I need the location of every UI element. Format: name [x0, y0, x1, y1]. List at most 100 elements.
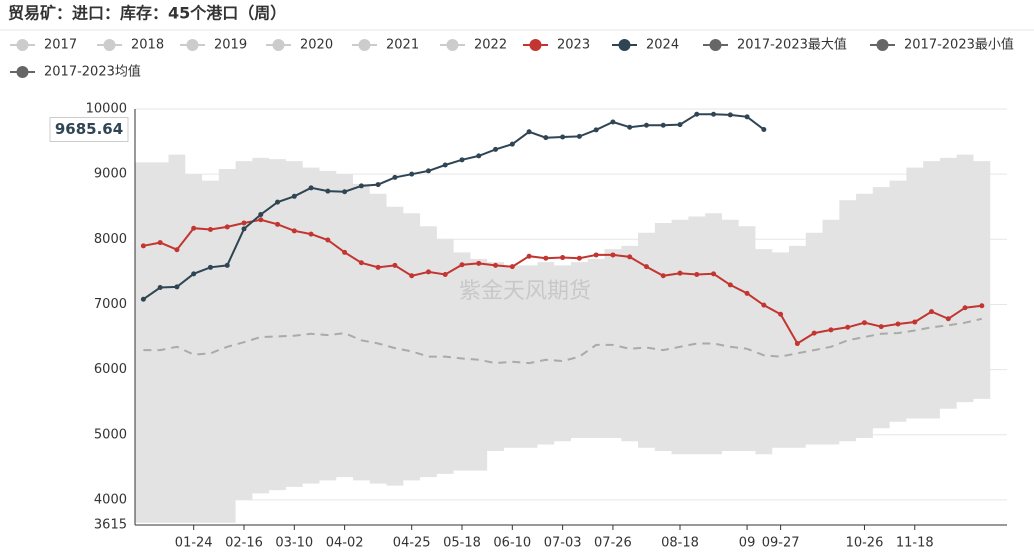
legend-icon-dot: [529, 39, 542, 51]
mean-line: [143, 317, 983, 365]
data-point: [493, 146, 499, 152]
data-point: [308, 185, 314, 191]
y-tick-label: 3615: [94, 518, 127, 533]
data-point: [761, 302, 767, 308]
data-point: [291, 193, 297, 199]
data-point: [811, 330, 817, 336]
data-point: [543, 255, 549, 261]
x-tick-label: 02-16: [225, 536, 263, 551]
data-point: [727, 112, 733, 118]
legend-icon-dot: [272, 39, 285, 51]
data-point: [308, 231, 314, 237]
data-point: [861, 320, 867, 326]
pointer-box: [49, 116, 129, 142]
data-point: [912, 319, 918, 325]
legend-icon-dot: [358, 39, 371, 51]
legend-label: 2023: [557, 38, 590, 53]
data-point: [576, 255, 582, 261]
x-tick-label: 08-18: [661, 536, 699, 551]
data-point: [845, 324, 851, 330]
data-point: [442, 271, 448, 277]
data-point: [191, 225, 197, 231]
data-point: [526, 253, 532, 259]
data-point: [157, 240, 163, 246]
legend-icon-dot: [446, 39, 459, 51]
legend-label: 2020: [300, 38, 333, 53]
data-point: [157, 285, 163, 291]
legend-label: 2019: [214, 38, 247, 53]
data-point: [425, 168, 431, 174]
chart-title: 贸易矿：进口：库存：45个港口（周）: [8, 4, 286, 23]
data-point: [878, 324, 884, 330]
data-point: [560, 255, 566, 261]
data-point: [979, 303, 985, 309]
data-point: [593, 252, 599, 258]
data-point: [476, 260, 482, 266]
x-tick-label: 10-26: [846, 536, 884, 551]
legend-icon-dot: [618, 39, 631, 51]
data-point: [392, 174, 398, 180]
x-tick-label: 04-02: [326, 536, 364, 551]
data-point: [275, 199, 281, 205]
data-point: [442, 162, 448, 168]
data-point: [241, 220, 247, 226]
legend-icon-dot: [103, 39, 116, 51]
data-point: [761, 126, 767, 132]
data-point: [711, 111, 717, 117]
legend-label: 2024: [646, 38, 679, 53]
legend-label: 2017-2023最小值: [904, 37, 1014, 53]
data-point: [275, 221, 281, 227]
data-point: [392, 262, 398, 268]
legend-label: 2021: [386, 38, 419, 53]
data-point: [174, 284, 180, 290]
x-tick-label: 01-24: [175, 536, 213, 551]
data-point: [526, 129, 532, 135]
data-point: [207, 264, 213, 270]
data-point: [459, 157, 465, 163]
data-point: [694, 271, 700, 277]
y-tick-label: 10000: [86, 102, 127, 117]
y-tick-label: 5000: [94, 427, 127, 442]
legend-label: 2022: [474, 38, 507, 53]
data-point: [828, 327, 834, 333]
x-tick-label: 11-18: [896, 536, 934, 551]
data-point: [409, 273, 415, 279]
x-tick-label: 07-03: [544, 536, 582, 551]
data-point: [677, 270, 683, 276]
data-point: [258, 217, 264, 223]
legend-icon-dot: [876, 39, 889, 51]
data-point: [224, 262, 230, 268]
x-tick-label: 06-10: [493, 536, 531, 551]
data-point: [945, 316, 951, 322]
data-point: [358, 183, 364, 189]
data-point: [660, 273, 666, 279]
data-point: [358, 260, 364, 266]
x-tick-label: 04-25: [393, 536, 431, 551]
data-point: [610, 252, 616, 258]
y-tick-label: 9000: [94, 167, 127, 182]
data-point: [342, 189, 348, 195]
data-point: [895, 321, 901, 327]
data-point: [375, 182, 381, 188]
data-point: [425, 269, 431, 275]
legend-icon-dot: [16, 39, 29, 51]
data-point: [610, 119, 616, 125]
data-point: [191, 271, 197, 277]
data-point: [459, 262, 465, 268]
y-tick-label: 6000: [94, 362, 127, 377]
data-point: [375, 264, 381, 270]
data-point: [643, 264, 649, 270]
data-point: [627, 124, 633, 130]
data-point: [643, 122, 649, 128]
y-tick-label: 8000: [94, 232, 127, 247]
y-tick-label: 4000: [94, 492, 127, 507]
data-point: [660, 122, 666, 128]
legend-label: 2017-2023最大值: [737, 37, 847, 53]
data-point: [677, 122, 683, 128]
data-point: [325, 237, 331, 243]
data-point: [929, 309, 935, 315]
data-point: [291, 228, 297, 234]
data-point: [409, 171, 415, 177]
data-point: [342, 249, 348, 255]
x-tick-label: 09-27: [762, 536, 800, 551]
